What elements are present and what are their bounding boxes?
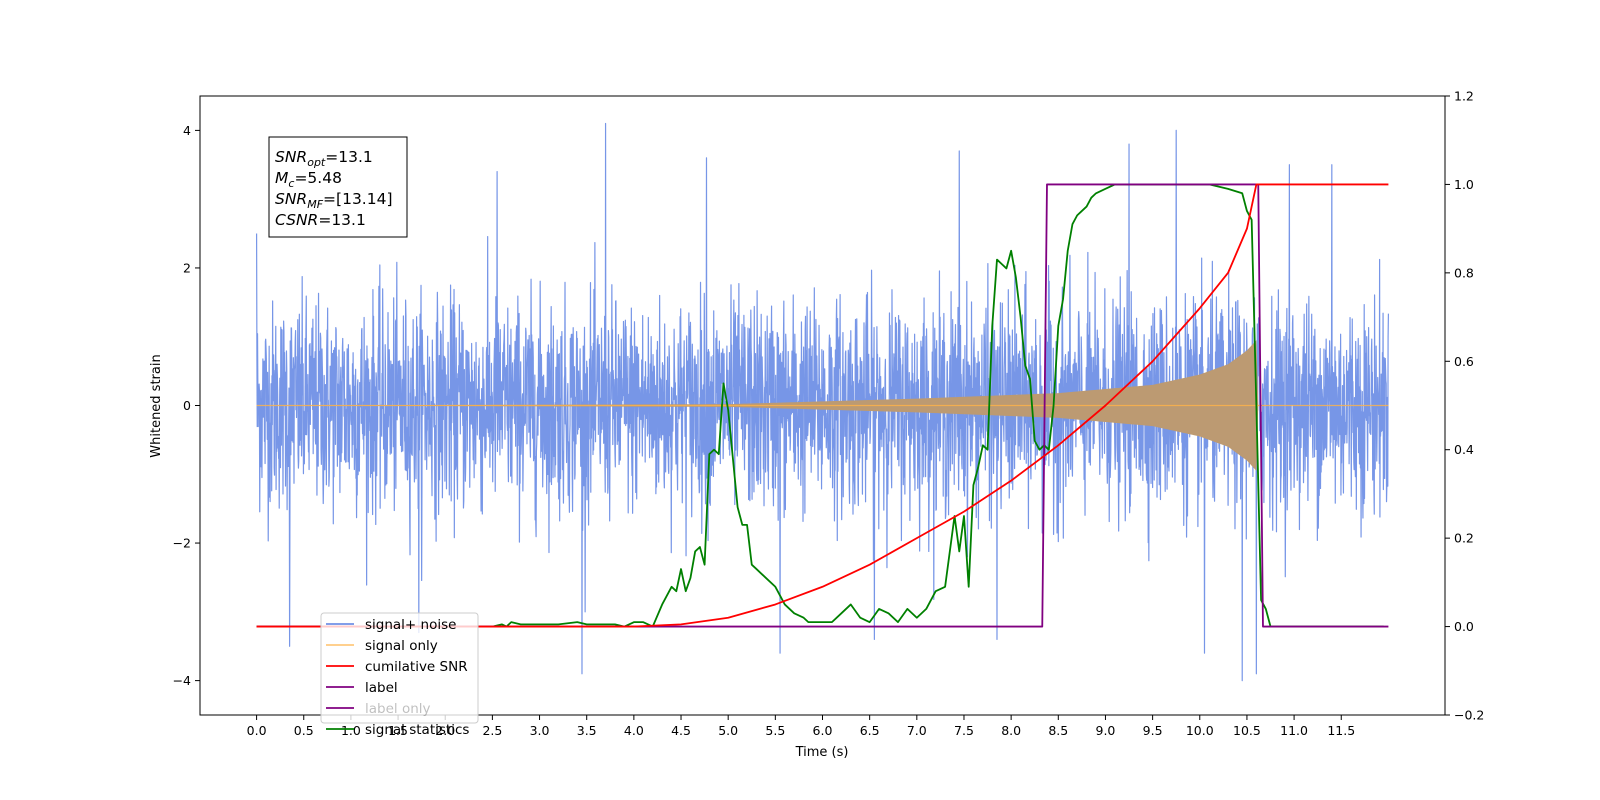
x-tick-label: 7.0 [907,723,927,738]
y-right-tick-label: 1.0 [1454,177,1474,192]
y-right-tick-label: 1.2 [1454,89,1474,104]
annotation-symbol: SNR [275,148,307,166]
y-axis-label-left: Whitened strain [149,354,164,457]
y-axis-right: 1.2 1.0 0.8 0.6 0.4 0.2 0.0 −0.2 [1445,89,1484,723]
y-right-tick-label: 0.6 [1454,354,1474,369]
annotation-value: =13.1 [325,148,373,166]
legend-label: label [365,680,398,696]
annotation-symbol: M [275,169,288,187]
legend: signal+ noise signal only cumilative SNR la… [320,612,479,738]
legend-label: cumilative SNR [365,659,468,675]
x-tick-label: 0.5 [294,723,314,738]
x-tick-label: 2.0 [435,723,455,738]
line-series-group [256,183,1389,628]
annotation-line: SNRopt=13.1 [275,148,373,169]
x-tick-label: 11.0 [1280,723,1308,738]
annotation-line: SNRMF=[13.14] [275,190,393,211]
legend-frame [320,612,479,724]
legend-label: signal statistics [365,722,469,738]
signal-only-series [256,340,1389,471]
x-tick-label: 5.0 [718,723,738,738]
x-tick-label: 11.5 [1327,723,1355,738]
x-tick-label: 1.0 [341,723,361,738]
x-axis-label: Time (s) [795,745,849,760]
annotation-line: Mc=5.48 [275,169,342,190]
x-axis: 0.0 0.5 1.0 1.5 2.0 2.5 3.0 3.5 4.0 4.5 5.0 5.5 6.0 6… [247,715,1355,738]
x-tick-label: 10.5 [1233,723,1261,738]
x-tick-label: 8.0 [1001,723,1021,738]
annotation-subscript: opt [307,156,326,169]
x-tick-label: 7.5 [954,723,974,738]
y-left-tick-label: −4 [173,673,191,688]
y-right-tick-label: −0.2 [1454,708,1484,723]
legend-label: label only [365,701,431,717]
x-tick-label: 9.0 [1096,723,1116,738]
y-left-tick-label: 0 [183,398,191,413]
y-left-tick-label: 4 [183,123,191,138]
annotation-value: =13.1 [318,211,366,229]
annotation-value: =[13.14] [323,190,392,208]
y-right-tick-label: 0.4 [1454,442,1474,457]
x-tick-label: 3.0 [530,723,550,738]
x-tick-label: 6.5 [860,723,880,738]
y-axis-left: 4 2 0 −2 −4 [173,123,200,688]
x-tick-label: 4.5 [671,723,691,738]
legend-label: signal+ noise [365,617,456,633]
legend-label: signal only [365,638,438,654]
y-left-tick-label: 2 [183,260,191,275]
y-right-tick-label: 0.0 [1454,619,1474,634]
y-right-tick-label: 0.8 [1454,265,1474,280]
x-tick-label: 9.5 [1143,723,1163,738]
x-tick-label: 10.0 [1186,723,1214,738]
annotation-subscript: MF [307,198,323,211]
x-tick-label: 4.0 [624,723,644,738]
y-right-tick-label: 0.2 [1454,531,1474,546]
x-tick-label: 8.5 [1048,723,1068,738]
x-tick-label: 6.0 [813,723,833,738]
x-tick-label: 2.5 [482,723,502,738]
annotation-symbol: SNR [275,190,307,208]
annotation-value: =5.48 [294,169,342,187]
x-tick-label: 0.0 [247,723,267,738]
series-line-label [256,183,1389,628]
annotation-subscript: c [288,177,294,190]
series-line-cumilative-snr [256,183,1389,628]
x-tick-label: 5.5 [765,723,785,738]
x-tick-label: 1.5 [388,723,408,738]
annotation-symbol: CSNR [275,211,318,229]
y-left-tick-label: −2 [173,536,191,551]
annotation-frame [268,136,408,238]
x-tick-label: 3.5 [577,723,597,738]
annotation-line: CSNR=13.1 [275,211,366,229]
